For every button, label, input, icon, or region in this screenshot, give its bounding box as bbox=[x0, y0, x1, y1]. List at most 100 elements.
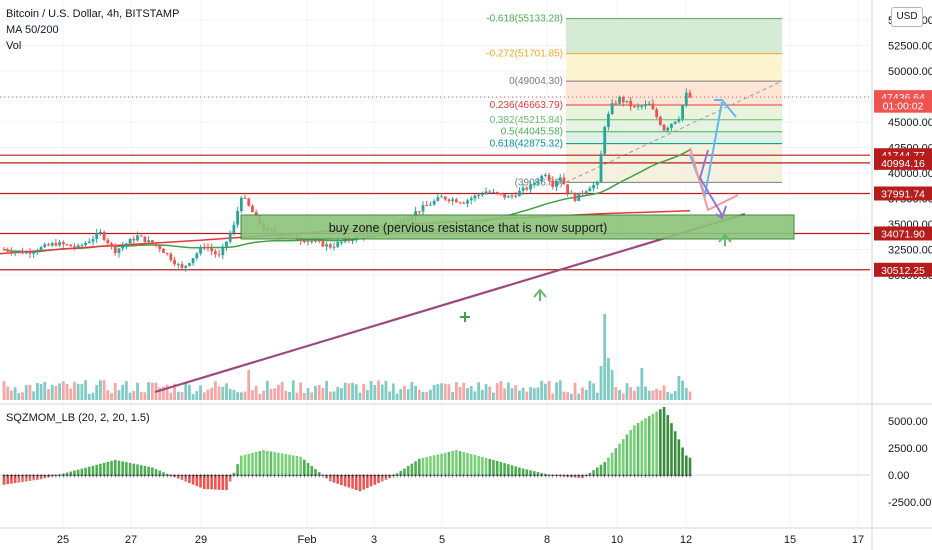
volume-bar bbox=[451, 392, 455, 400]
candle-body bbox=[99, 231, 102, 234]
squeeze-dot: + bbox=[184, 473, 188, 480]
volume-bar bbox=[369, 380, 373, 400]
candle-body bbox=[555, 181, 558, 187]
volume-bar bbox=[328, 391, 332, 400]
candle-body bbox=[443, 196, 447, 200]
volume-bar bbox=[102, 380, 106, 400]
candle-body bbox=[6, 249, 10, 252]
momentum-bar bbox=[95, 464, 99, 475]
momentum-bar bbox=[347, 475, 351, 488]
squeeze-dot: + bbox=[558, 473, 562, 480]
momentum-bar bbox=[24, 475, 28, 482]
momentum-bar bbox=[210, 475, 213, 490]
squeeze-dot: + bbox=[343, 473, 347, 480]
squeeze-dot: + bbox=[247, 473, 251, 480]
price-label-badge: 37991.74 bbox=[874, 186, 932, 201]
momentum-bar bbox=[618, 443, 621, 475]
candle-body bbox=[169, 253, 173, 261]
squeeze-dot: + bbox=[9, 473, 13, 480]
momentum-bar bbox=[47, 475, 50, 478]
ma-cross-marker bbox=[460, 312, 470, 322]
volume-bar bbox=[28, 384, 32, 400]
squeeze-dot: + bbox=[499, 473, 503, 480]
volume-bar bbox=[425, 392, 429, 400]
squeeze-dot: + bbox=[503, 473, 507, 480]
volume-bar bbox=[647, 390, 651, 400]
squeeze-dot: + bbox=[32, 473, 36, 480]
price-label-badge: 01:00:02 bbox=[874, 98, 932, 113]
candle-body bbox=[17, 250, 21, 252]
candle-body bbox=[454, 199, 458, 203]
momentum-bar bbox=[291, 455, 295, 475]
momentum-bar bbox=[21, 475, 24, 483]
volume-bar bbox=[610, 370, 614, 400]
momentum-bar bbox=[236, 464, 239, 475]
momentum-bar bbox=[158, 470, 162, 475]
momentum-bar bbox=[58, 474, 61, 475]
volume-bar bbox=[595, 392, 599, 400]
fib-level-label: 0.5(44045.58) bbox=[501, 127, 563, 138]
squeeze-dot: + bbox=[666, 473, 670, 480]
volume-bar bbox=[17, 393, 21, 400]
volume-bar bbox=[273, 388, 277, 400]
volume-bar bbox=[454, 382, 458, 400]
candle-body bbox=[447, 199, 451, 202]
volume-bar bbox=[32, 391, 36, 400]
squeeze-dot: + bbox=[191, 473, 195, 480]
price-label-badge: 34071.90 bbox=[874, 226, 932, 241]
momentum-bar bbox=[418, 458, 421, 475]
candle-body bbox=[421, 205, 425, 212]
candle-body bbox=[254, 212, 258, 216]
volume-bar bbox=[640, 368, 644, 400]
squeeze-dot: + bbox=[128, 473, 132, 480]
squeeze-dot: + bbox=[95, 473, 99, 480]
fib-trend-diagonal bbox=[565, 80, 783, 183]
candle-body bbox=[573, 193, 577, 201]
volume-bar bbox=[10, 390, 13, 400]
currency-button[interactable]: USD bbox=[891, 7, 923, 27]
squeeze-dot: + bbox=[547, 473, 551, 480]
squeeze-dot: + bbox=[362, 473, 366, 480]
buy-zone-box[interactable] bbox=[240, 214, 795, 240]
squeeze-dot: + bbox=[425, 473, 429, 480]
volume-bar bbox=[354, 384, 358, 400]
fib-level-label: 0(49004.30) bbox=[509, 76, 563, 87]
candle-body bbox=[302, 240, 306, 243]
squeeze-dot: + bbox=[440, 473, 444, 480]
price-badge-bg bbox=[874, 155, 932, 170]
volume-bar bbox=[581, 387, 584, 400]
volume-bar bbox=[251, 390, 254, 400]
momentum-bar bbox=[280, 453, 284, 475]
squeeze-dot: + bbox=[265, 473, 269, 480]
momentum-bar bbox=[440, 453, 443, 475]
squeeze-dot: + bbox=[580, 473, 584, 480]
squeeze-dot: + bbox=[566, 473, 570, 480]
volume-bar bbox=[43, 381, 47, 400]
squeeze-dot: + bbox=[395, 473, 399, 480]
candle-body bbox=[154, 243, 158, 246]
squeeze-dot: + bbox=[213, 473, 217, 480]
candle-body bbox=[136, 235, 139, 241]
squeeze-dot: + bbox=[351, 473, 355, 480]
squeeze-dot: + bbox=[228, 473, 232, 480]
momentum-bar bbox=[362, 475, 365, 490]
squeeze-dot: + bbox=[58, 473, 62, 480]
candle-body bbox=[325, 244, 329, 247]
volume-bar bbox=[536, 387, 540, 400]
volume-bar bbox=[584, 389, 588, 400]
squeeze-dot: + bbox=[176, 473, 180, 480]
squeeze-dot: + bbox=[536, 473, 540, 480]
momentum-bar bbox=[191, 475, 195, 485]
candle-body bbox=[180, 264, 184, 268]
momentum-bar bbox=[651, 413, 655, 475]
fib-level-label: 0.382(45215.84) bbox=[490, 115, 563, 126]
candle-body bbox=[191, 258, 195, 264]
momentum-bar bbox=[240, 455, 243, 475]
candle-body bbox=[239, 197, 243, 212]
momentum-bar bbox=[288, 454, 291, 475]
volume-bar bbox=[592, 383, 595, 400]
squeeze-dot: + bbox=[551, 473, 555, 480]
candle-body bbox=[488, 191, 492, 193]
momentum-bar bbox=[332, 475, 336, 483]
